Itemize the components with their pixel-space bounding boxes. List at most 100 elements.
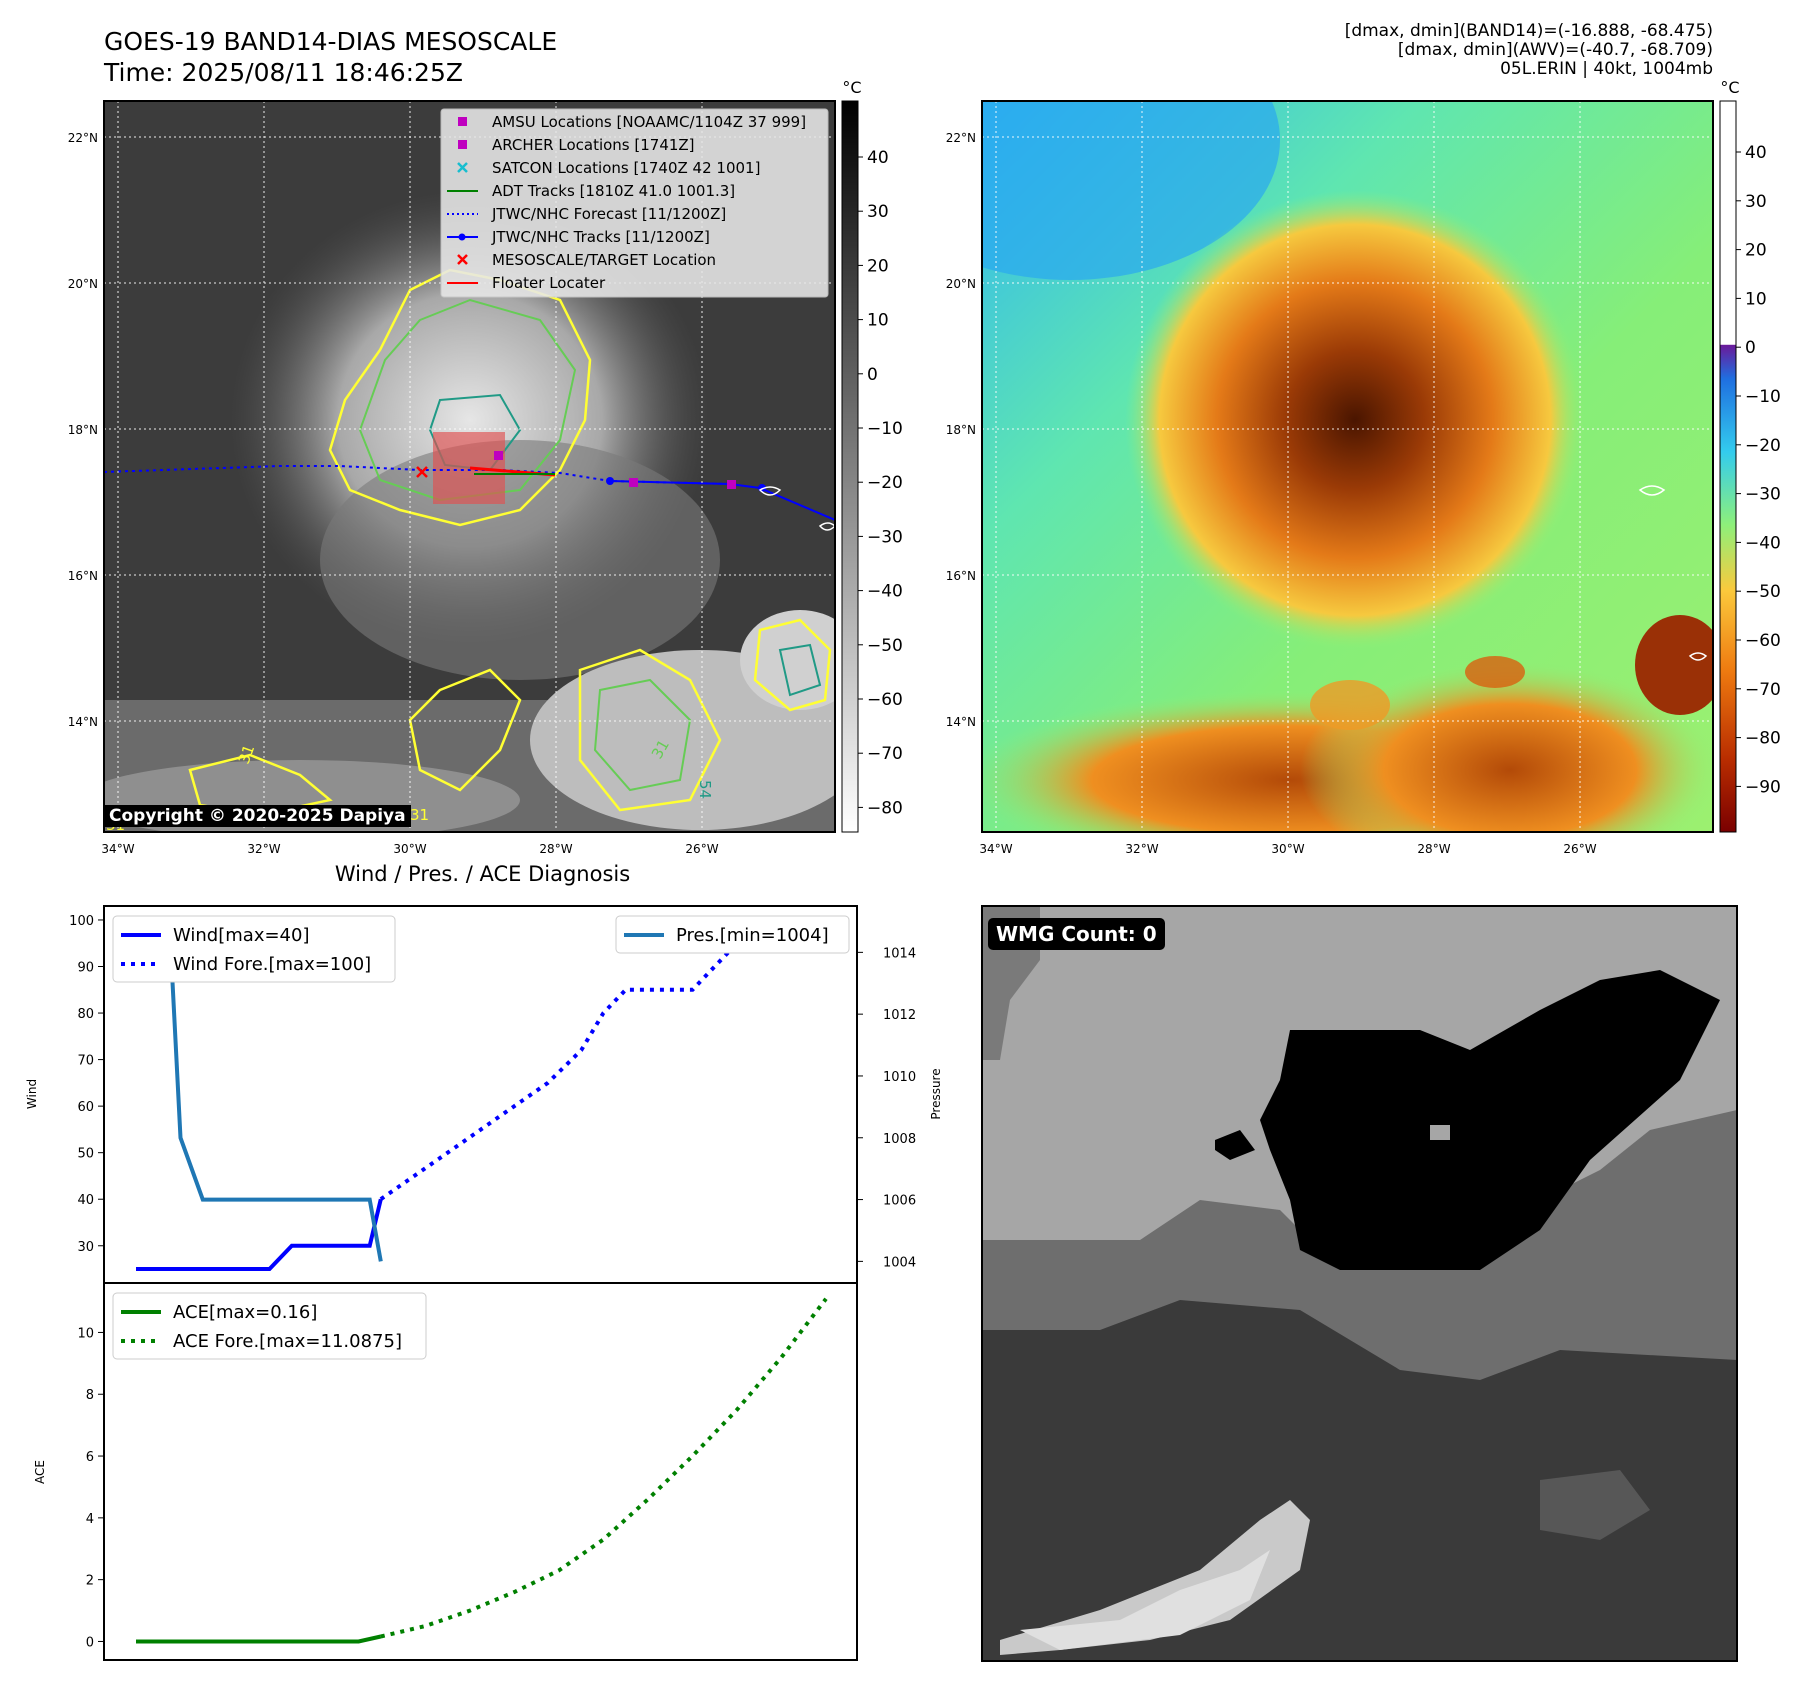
lon-tick-label: 28°W [539, 842, 572, 856]
colorbar-tick-label: 10 [867, 311, 889, 331]
colorbar-tick-label: 20 [1745, 241, 1767, 261]
colorbar-tick-label: −30 [1745, 485, 1781, 505]
lat-tick-label: 16°N [68, 569, 98, 583]
y-tick-label: 6 [86, 1450, 94, 1465]
colorbar-tick-label: −20 [867, 473, 903, 493]
lon-tick-label: 26°W [685, 842, 718, 856]
lon-tick-label: 30°W [393, 842, 426, 856]
colorbar-tick-label: −50 [1745, 582, 1781, 602]
pressure-ylabel: Pressure [929, 1068, 943, 1119]
ace-chart: 0 2 4 6 8 10 ACE[max=0.16] ACE Fore.[max=11.087… [77, 1292, 828, 1650]
lat-tick-label: 18°N [68, 423, 98, 437]
legend-marker-square [458, 140, 467, 149]
legend-item: AMSU Locations [NOAAMC/1104Z 37 999] [458, 113, 806, 131]
y-tick-label: 60 [77, 1100, 94, 1115]
legend-marker-x [457, 254, 468, 265]
page-title: GOES-19 BAND14-DIAS MESOSCALE Time: 2025… [104, 26, 557, 88]
legend-label: ADT Tracks [1810Z 41.0 1001.3] [492, 182, 735, 200]
right-colorbar: °C 40 30 20 10 0 −10 −20 −30 −40 −50 −60 −70 −80 −90 [1719, 78, 1781, 833]
legend-label: Wind Fore.[max=100] [173, 954, 371, 975]
y-tick-label: 40 [77, 1193, 94, 1208]
legend-label: ACE Fore.[max=11.0875] [173, 1331, 402, 1352]
band14-range: [dmax, dmin](BAND14)=(-16.888, -68.475) [1344, 21, 1713, 41]
legend-marker-dot [458, 233, 466, 241]
title-line-1: GOES-19 BAND14-DIAS MESOSCALE [104, 27, 558, 56]
lon-tick-label: 30°W [1271, 842, 1304, 856]
legend-marker-square [458, 117, 467, 126]
wmg-count-badge: WMG Count: 0 [988, 918, 1165, 950]
colorbar-tick-label: −60 [867, 690, 903, 710]
y-tick-label: 0 [86, 1635, 94, 1650]
y-tick-label: 50 [77, 1147, 94, 1162]
lat-tick-label: 22°N [946, 131, 976, 145]
lon-tick-label: 34°W [101, 842, 134, 856]
colorbar-tick-label: −40 [867, 582, 903, 602]
colorbar-tick-label: 0 [1745, 338, 1756, 358]
colorbar-tick-label: −20 [1745, 436, 1781, 456]
y-tick-label: 10 [77, 1326, 94, 1341]
chart-legend: Pres.[min=1004] [615, 915, 850, 954]
lat-tick-label: 20°N [946, 277, 976, 291]
legend-item: SATCON Locations [1740Z 42 1001] [457, 159, 760, 177]
colorbar-tick-label: −90 [1745, 777, 1781, 797]
y2-tick-label: 1010 [883, 1070, 916, 1085]
wmg-frame [981, 905, 1738, 1662]
y-tick-label: 2 [86, 1574, 94, 1589]
awv-range: [dmax, dmin](AWV)=(-40.7, -68.709) [1397, 40, 1713, 60]
colorbar-tick-label: 40 [867, 148, 889, 168]
colorbar-tick-label: −30 [867, 527, 903, 547]
title-line-2: Time: 2025/08/11 18:46:25Z [104, 58, 463, 87]
series-line [136, 1198, 383, 1271]
map-legend: AMSU Locations [NOAAMC/1104Z 37 999] ARCH… [440, 108, 829, 298]
lat-tick-label: 22°N [68, 131, 98, 145]
map-tick-labels: 34°W 32°W 30°W 28°W 26°W 22°N 20°N 18°N 16°N 14°N… [68, 131, 1597, 856]
y-tick-label: 100 [69, 914, 94, 929]
legend-label: ACE[max=0.16] [173, 1302, 317, 1323]
legend-label: JTWC/NHC Tracks [11/1200Z] [491, 228, 710, 246]
chart-legend: ACE[max=0.16] ACE Fore.[max=11.0875] [112, 1292, 427, 1360]
right-colorbar-unit: °C [1720, 78, 1739, 97]
contour-label: 54 [696, 780, 714, 799]
colorbar-tick-label: −70 [867, 744, 903, 764]
y-tick-label: 30 [77, 1240, 94, 1255]
colorbar-tick-label: 40 [1745, 143, 1767, 163]
legend-label: Floater Locater [492, 274, 606, 292]
chart-legend: Wind[max=40] Wind Fore.[max=100] [112, 915, 396, 983]
legend-item: ADT Tracks [1810Z 41.0 1001.3] [447, 182, 735, 200]
lat-tick-label: 20°N [68, 277, 98, 291]
y-tick-label: 90 [77, 961, 94, 976]
lon-tick-label: 32°W [247, 842, 280, 856]
colorbar-tick-label: −40 [1745, 533, 1781, 553]
series-line [136, 1634, 382, 1644]
legend-label: JTWC/NHC Forecast [11/1200Z] [491, 205, 726, 223]
legend-item: ARCHER Locations [1741Z] [458, 136, 695, 154]
legend-label: Pres.[min=1004] [676, 925, 829, 946]
lon-tick-label: 32°W [1125, 842, 1158, 856]
wmg-image [982, 906, 1737, 1661]
ace-frame [103, 1282, 858, 1661]
lon-tick-label: 34°W [979, 842, 1012, 856]
wind-chart: 30 40 50 60 70 80 90 100 1004 1006 1008 1010 1012 101… [69, 914, 916, 1271]
storm-stats: [dmax, dmin](BAND14)=(-16.888, -68.475) … [1345, 22, 1713, 79]
awv-image [982, 101, 1713, 832]
lat-tick-label: 14°N [946, 715, 976, 729]
left-colorbar: °C 40 30 20 10 0 −10 −20 −30 −40 −50 −60 −70 −80 [841, 78, 903, 833]
colorbar-tick-label: −10 [867, 419, 903, 439]
y-tick-label: 70 [77, 1054, 94, 1069]
colorbar-tick-label: −80 [867, 798, 903, 818]
ace-ylabel: ACE [33, 1460, 47, 1484]
colorbar-tick-label: −10 [1745, 387, 1781, 407]
contour-label: 31 [410, 806, 429, 824]
legend-label: Wind[max=40] [173, 925, 310, 946]
lon-tick-label: 28°W [1417, 842, 1450, 856]
colorbar-tick-label: −70 [1745, 680, 1781, 700]
legend-marker-x [457, 162, 468, 173]
legend-label: ARCHER Locations [1741Z] [492, 136, 695, 154]
colorbar-tick-label: 20 [867, 256, 889, 276]
y2-tick-label: 1006 [883, 1194, 916, 1209]
storm-id: 05L.ERIN | 40kt, 1004mb [1500, 59, 1713, 79]
colorbar-tick-label: 30 [867, 202, 889, 222]
colorbar-tick-label: 0 [867, 365, 878, 385]
lat-tick-label: 16°N [946, 569, 976, 583]
